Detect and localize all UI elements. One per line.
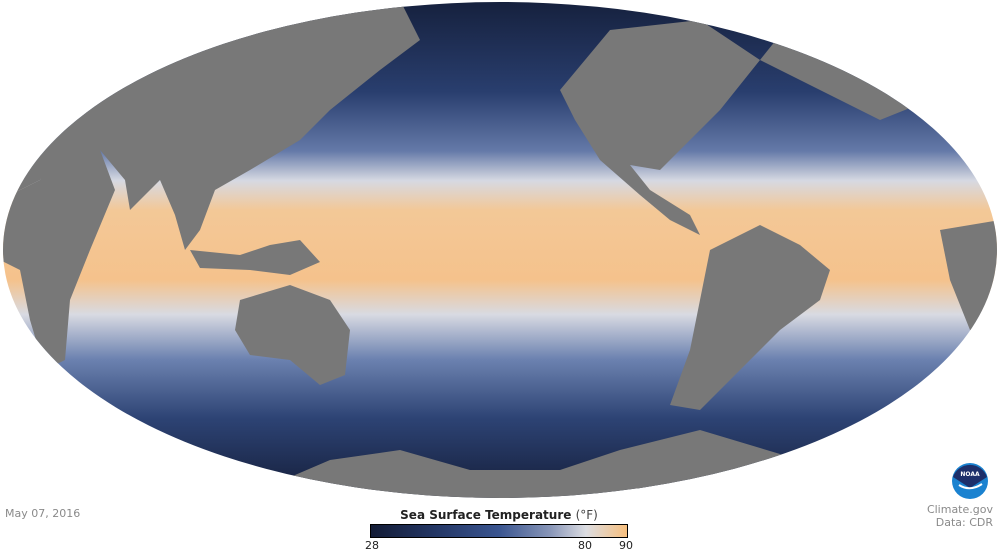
land-south-america [670, 225, 830, 410]
credit: Climate.gov Data: CDR [927, 503, 993, 529]
land-africa [3, 150, 115, 370]
land-north-america [560, 20, 760, 235]
land-indonesia [190, 240, 320, 275]
credit-data: Data: CDR [935, 516, 993, 529]
svg-text:NOAA: NOAA [960, 471, 980, 478]
date-label: May 07, 2016 [5, 507, 81, 520]
land-australia [235, 285, 350, 385]
color-bar [370, 524, 628, 538]
legend-tick-90: 90 [619, 539, 633, 552]
credit-source[interactable]: Climate.gov [926, 503, 993, 516]
sst-map [3, 2, 997, 498]
legend-title-text: Sea Surface Temperature [400, 508, 572, 522]
legend-unit: (°F) [575, 508, 598, 522]
legend-tick-28: 28 [365, 539, 379, 552]
noaa-logo: NOAA [952, 463, 988, 499]
legend-title: Sea Surface Temperature (°F) [370, 508, 628, 522]
legend-tick-80: 80 [578, 539, 593, 552]
